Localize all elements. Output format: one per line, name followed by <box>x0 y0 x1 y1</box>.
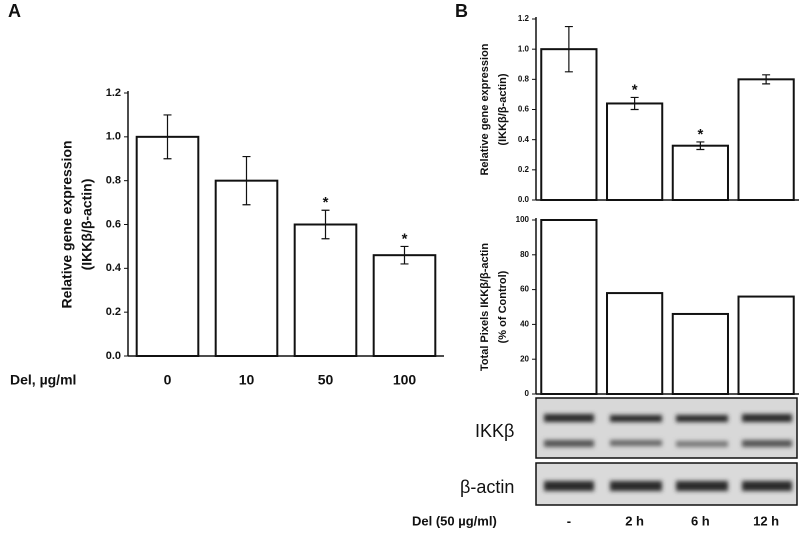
y-tick-label: 0.8 <box>518 74 530 83</box>
blot-row-label: IKKβ <box>475 421 514 441</box>
bar <box>737 78 795 201</box>
band <box>544 481 594 491</box>
bar <box>737 295 795 395</box>
band <box>742 481 792 491</box>
western-blot: IKKβ β-actin <box>460 397 798 506</box>
band <box>610 440 662 446</box>
error-bar <box>400 245 409 265</box>
y-tick-label: 0.2 <box>518 165 530 174</box>
y-tick-label: 0.0 <box>106 350 121 362</box>
y-tick-label: 0 <box>525 389 530 398</box>
band <box>544 414 594 422</box>
error-bar <box>242 155 251 206</box>
blot-panel <box>535 397 798 459</box>
y-tick-label: 0.4 <box>106 262 122 274</box>
y-tick-label: 0.4 <box>518 135 530 144</box>
band <box>544 440 594 447</box>
bar <box>671 144 729 201</box>
panel-label: A <box>8 1 21 21</box>
y-tick-label: 0.8 <box>106 175 121 187</box>
error-bar <box>696 141 705 151</box>
band <box>610 415 662 422</box>
bar <box>671 312 729 395</box>
significance-marker: * <box>697 126 703 143</box>
y-axis-label: (IKKβ/β-actin) <box>79 179 95 271</box>
y-axis-label: Relative gene expression <box>479 43 491 175</box>
error-bar <box>321 209 330 240</box>
bar <box>540 219 598 395</box>
y-tick-label: 0.0 <box>518 195 530 204</box>
y-axis-label: Relative gene expression <box>59 140 75 308</box>
band <box>742 414 792 422</box>
x-tick-label: 50 <box>318 372 334 388</box>
band <box>676 481 728 491</box>
y-tick-label: 0.6 <box>518 105 530 114</box>
significance-marker: * <box>323 194 329 211</box>
bar <box>606 102 664 201</box>
bar <box>540 48 598 201</box>
blot-bands <box>544 414 792 491</box>
y-tick-label: 1.0 <box>106 131 121 143</box>
y-axis-label: Total Pixels IKKβ/β-actin <box>479 243 491 371</box>
y-tick-label: 80 <box>520 250 529 259</box>
y-axis-label: (% of Control) <box>497 270 509 343</box>
y-tick-label: 100 <box>516 215 530 224</box>
error-bar <box>762 74 771 85</box>
band <box>610 481 662 491</box>
x-tick-label: 0 <box>164 372 172 388</box>
y-tick-label: 0.2 <box>106 306 121 318</box>
x-tick-label: - <box>567 513 571 528</box>
x-tick-label: 100 <box>393 372 417 388</box>
y-tick-label: 1.0 <box>518 44 530 53</box>
bar <box>293 223 358 357</box>
x-tick-label: 6 h <box>691 513 710 528</box>
y-tick-label: 0.6 <box>106 218 121 230</box>
x-tick-label: 12 h <box>753 513 779 528</box>
band <box>676 441 728 447</box>
band <box>742 440 792 447</box>
y-axis-label: (IKKβ/β-actin) <box>497 73 509 145</box>
y-tick-label: 60 <box>520 285 529 294</box>
blot-row-label: β-actin <box>460 477 514 497</box>
bar <box>135 135 200 357</box>
significance-marker: * <box>402 230 408 247</box>
y-tick-label: 1.2 <box>518 14 530 23</box>
bar <box>372 254 437 357</box>
x-axis-label: Del, µg/ml <box>10 372 76 388</box>
band <box>676 415 728 422</box>
x-axis-label: Del (50 µg/ml) <box>412 513 497 528</box>
error-bar <box>630 96 639 111</box>
y-tick-label: 20 <box>520 354 529 363</box>
x-tick-label: 2 h <box>625 513 644 528</box>
error-bar <box>163 114 172 160</box>
y-tick-label: 40 <box>520 320 529 329</box>
significance-marker: * <box>632 81 638 98</box>
error-bar <box>564 25 573 73</box>
y-tick-label: 1.2 <box>106 87 121 99</box>
bar <box>214 179 279 357</box>
bar <box>606 292 664 395</box>
panel-label: B <box>455 1 468 21</box>
x-tick-label: 10 <box>239 372 255 388</box>
